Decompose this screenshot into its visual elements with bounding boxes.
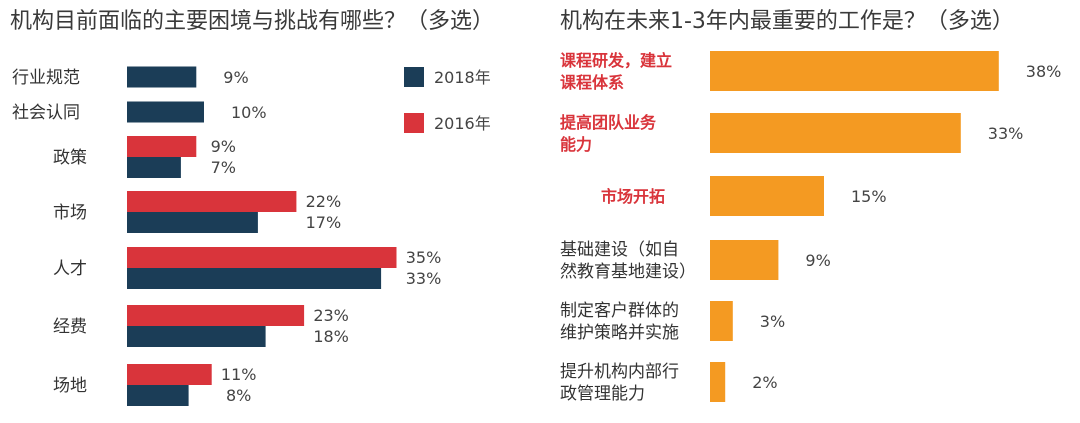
value-label-2018: 33% bbox=[406, 269, 442, 288]
value-label-2016: 11% bbox=[221, 365, 257, 384]
bar bbox=[710, 51, 999, 91]
value-label-2016: 9% bbox=[211, 137, 236, 156]
value-label-2016: 22% bbox=[306, 192, 342, 211]
category-label: 市场开拓 bbox=[601, 187, 665, 206]
value-label-2018: 17% bbox=[306, 213, 342, 232]
bar-2018 bbox=[127, 268, 382, 289]
category-label: 提高团队业务 bbox=[560, 113, 657, 132]
bar bbox=[710, 113, 961, 153]
value-label-2016: 35% bbox=[406, 248, 442, 267]
value-label-2018: 18% bbox=[313, 327, 349, 346]
value-label: 33% bbox=[988, 124, 1024, 143]
bar bbox=[710, 240, 779, 280]
category-label: 课程研发，建立 bbox=[560, 51, 672, 70]
value-label-2016: 23% bbox=[313, 306, 349, 325]
challenges-chart: 机构目前面临的主要困境与挑战有哪些？（多选） 2018年 2016年 行业规范 9% 社会… bbox=[10, 9, 494, 406]
bar bbox=[710, 301, 733, 341]
value-label: 9% bbox=[805, 251, 830, 270]
category-label: 行业规范 bbox=[12, 68, 80, 88]
bar-2016 bbox=[127, 305, 305, 326]
legend-2018-label: 2018年 bbox=[434, 68, 491, 87]
value-label: 3% bbox=[760, 312, 785, 331]
bar-2016 bbox=[127, 247, 397, 268]
bar-2016 bbox=[127, 364, 212, 385]
chart-title: 机构目前面临的主要困境与挑战有哪些？（多选） bbox=[10, 9, 494, 34]
value-label-2018: 8% bbox=[226, 386, 251, 405]
value-label: 38% bbox=[1026, 62, 1062, 81]
legend-2018-swatch bbox=[404, 67, 424, 87]
category-label: 场地 bbox=[53, 376, 87, 396]
bar-2018 bbox=[127, 212, 258, 233]
category-label: 政管理能力 bbox=[560, 384, 645, 404]
bar-2016 bbox=[127, 136, 197, 157]
bar-2018 bbox=[127, 326, 266, 347]
category-label: 经费 bbox=[53, 317, 87, 337]
category-label: 市场 bbox=[53, 203, 87, 223]
bar bbox=[710, 362, 726, 402]
legend-2016-swatch bbox=[404, 113, 424, 133]
category-label: 基础建设（如自 bbox=[560, 240, 679, 260]
bar-2018 bbox=[127, 66, 197, 88]
value-label-2018: 7% bbox=[211, 158, 236, 177]
value-label-2018: 10% bbox=[231, 103, 267, 122]
legend-2016-label: 2016年 bbox=[434, 114, 491, 133]
category-label: 维护策略并实施 bbox=[560, 323, 679, 343]
chart-title: 机构在未来1-3年内最重要的工作是？（多选） bbox=[560, 9, 1014, 34]
category-label: 社会认同 bbox=[12, 103, 80, 123]
value-label-2018: 9% bbox=[223, 68, 248, 87]
bar-2018 bbox=[127, 385, 189, 406]
category-label: 人才 bbox=[53, 259, 87, 279]
category-label: 提升机构内部行 bbox=[560, 362, 679, 382]
category-label: 制定客户群体的 bbox=[560, 301, 679, 321]
category-label: 能力 bbox=[560, 135, 592, 154]
category-label: 政策 bbox=[53, 148, 87, 168]
bar-2018 bbox=[127, 101, 204, 123]
category-label: 然教育基地建设） bbox=[560, 262, 696, 282]
bar-2018 bbox=[127, 157, 181, 178]
bar-2016 bbox=[127, 191, 297, 212]
value-label: 2% bbox=[752, 373, 777, 392]
value-label: 15% bbox=[851, 187, 887, 206]
category-label: 课程体系 bbox=[560, 73, 624, 92]
bar bbox=[710, 176, 824, 216]
